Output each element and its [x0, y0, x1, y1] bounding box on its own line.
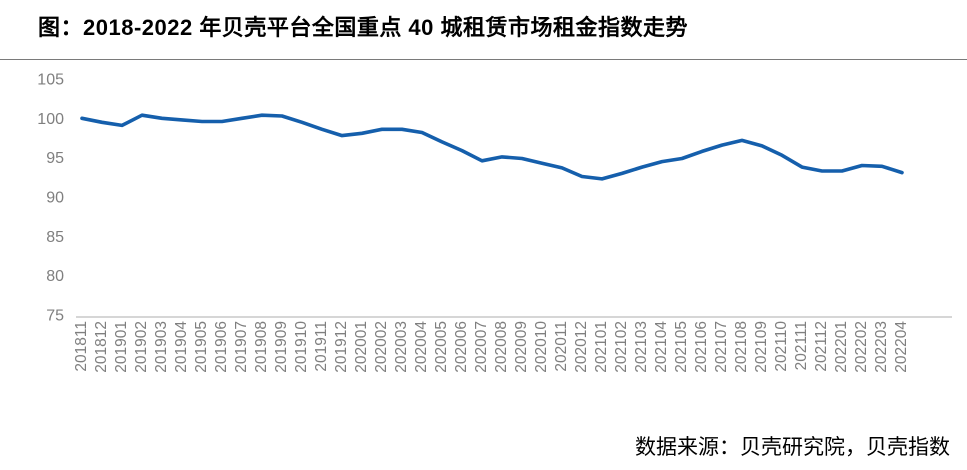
x-axis-tick-label: 201907 — [233, 321, 250, 373]
x-axis-tick-label: 202101 — [593, 321, 610, 373]
x-axis-tick-label: 202107 — [713, 321, 730, 373]
x-axis-tick-label: 202106 — [693, 321, 710, 373]
x-axis-tick-label: 201902 — [133, 321, 150, 373]
x-axis-tick-label: 202112 — [813, 321, 830, 372]
y-axis-tick-label: 75 — [46, 308, 64, 325]
x-axis-tick-label: 201905 — [193, 321, 210, 373]
rent-index-trend-line — [80, 113, 904, 181]
x-axis-tick-label: 202012 — [573, 321, 590, 373]
y-axis-tick-label: 85 — [46, 229, 64, 246]
x-axis-tick-label: 202005 — [433, 321, 450, 373]
x-axis-tick-label: 202008 — [493, 321, 510, 373]
x-axis-tick-label: 201910 — [293, 321, 310, 373]
x-axis-tick-label: 201911 — [313, 321, 330, 372]
y-axis-tick-label: 95 — [46, 150, 64, 167]
x-axis-tick-label: 201908 — [253, 321, 270, 373]
x-axis-tick-label: 201912 — [333, 321, 350, 373]
x-axis-tick-label: 202007 — [473, 321, 490, 373]
x-axis-tick-label: 202204 — [893, 321, 910, 373]
x-axis-tick-label: 201906 — [213, 321, 230, 373]
x-axis-tick-label: 202110 — [773, 321, 790, 372]
y-axis-tick-label: 90 — [46, 190, 64, 207]
x-axis-tick-label: 201811 — [73, 321, 90, 372]
x-axis-tick-label: 202108 — [733, 321, 750, 373]
x-axis-tick-label: 202004 — [413, 321, 430, 373]
data-source-note: 数据来源：贝壳研究院，贝壳指数 — [635, 436, 950, 459]
x-axis-tick-label: 202003 — [393, 321, 410, 373]
x-axis-tick-label: 202011 — [553, 321, 570, 372]
x-axis-tick-label: 202006 — [453, 321, 470, 373]
chart-title: 图：2018-2022 年贝壳平台全国重点 40 城租赁市场租金指数走势 — [38, 15, 689, 40]
x-axis-tick-label: 202111 — [793, 321, 810, 370]
x-axis-tick-label: 202009 — [513, 321, 530, 373]
x-axis-tick-label: 201901 — [113, 321, 130, 373]
title-separator — [0, 59, 967, 60]
x-axis-tick-label: 201812 — [93, 321, 110, 373]
x-axis-tick-label: 201904 — [173, 321, 190, 373]
y-axis-tick-label: 100 — [37, 111, 64, 128]
x-axis-tick-label: 202104 — [653, 321, 670, 373]
x-axis-tick-label: 202105 — [673, 321, 690, 373]
x-axis-tick-label: 202001 — [353, 321, 370, 373]
y-axis-tick-label: 80 — [46, 268, 64, 285]
x-axis-tick-label: 202202 — [853, 321, 870, 373]
x-axis-tick-label: 202203 — [873, 321, 890, 373]
x-axis-tick-label: 202002 — [373, 321, 390, 373]
x-axis-tick-label: 201903 — [153, 321, 170, 373]
x-axis-tick-label: 202201 — [833, 321, 850, 373]
x-axis-tick-label: 201909 — [273, 321, 290, 373]
x-axis-tick-label: 202010 — [533, 321, 550, 373]
y-axis-tick-label: 105 — [37, 72, 64, 89]
x-axis-tick-label: 202109 — [753, 321, 770, 373]
x-axis-tick-label: 202103 — [633, 321, 650, 373]
x-axis-tick-label: 202102 — [613, 321, 630, 373]
